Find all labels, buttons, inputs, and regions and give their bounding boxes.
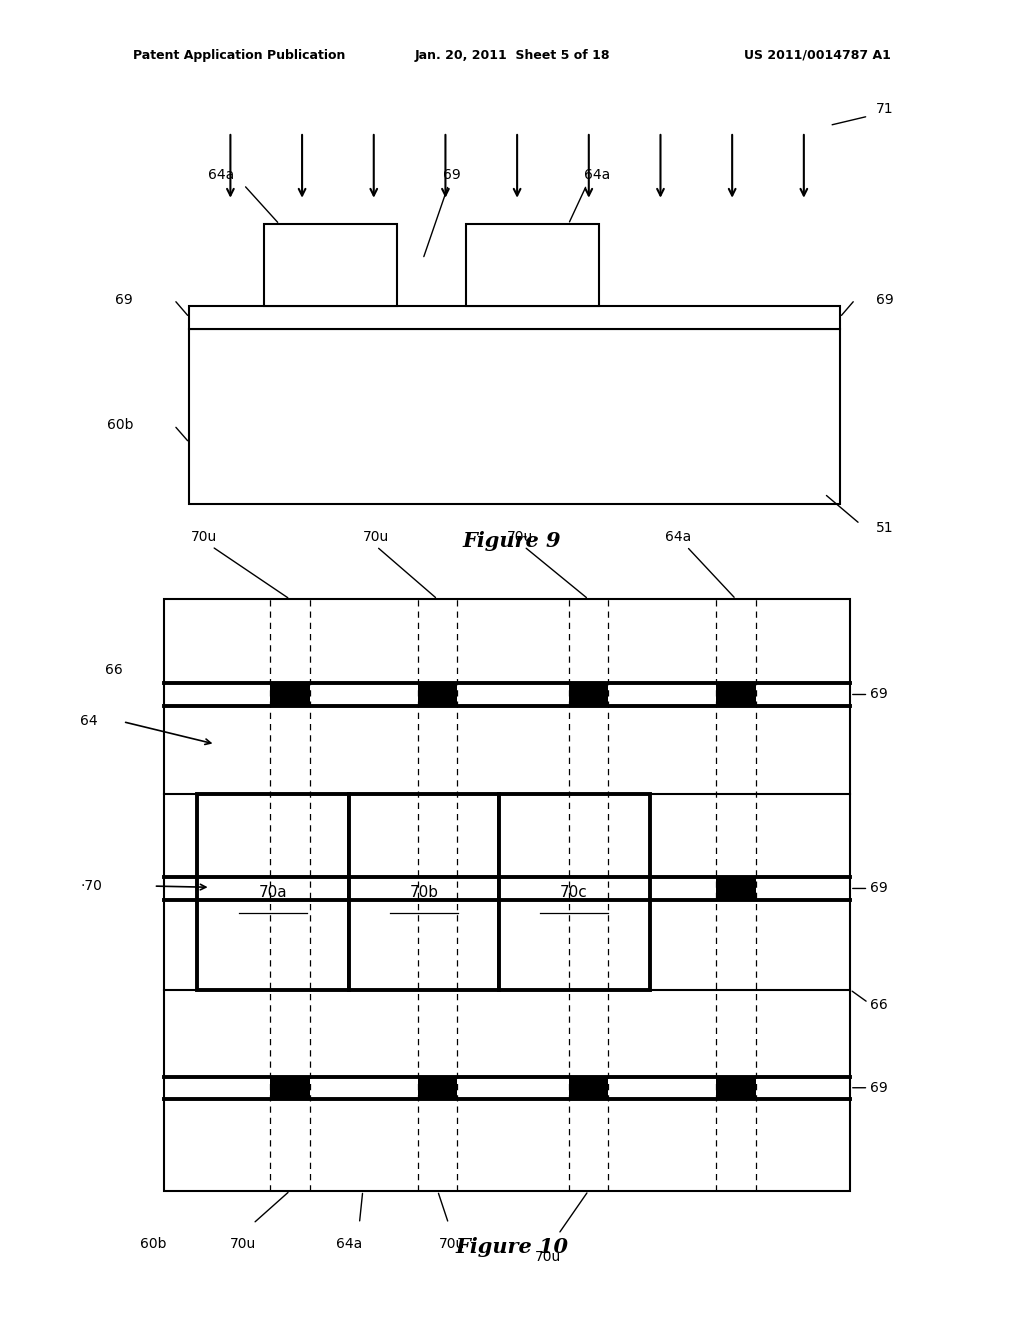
Text: 64a: 64a [208,168,234,182]
Text: 64a: 64a [336,1237,362,1251]
Text: 70b: 70b [410,884,438,899]
Text: 71: 71 [876,102,893,116]
Text: Figure 10: Figure 10 [456,1237,568,1258]
Text: 66: 66 [105,663,123,677]
Bar [270,878,310,900]
Bar [349,795,499,990]
Text: 70u: 70u [507,529,534,544]
Text: 69: 69 [870,1081,888,1094]
Bar [568,684,608,706]
Text: 64a: 64a [665,529,691,544]
Bar [716,1077,756,1100]
Text: Patent Application Publication: Patent Application Publication [133,49,345,62]
Text: 64a: 64a [584,168,610,182]
Text: 64: 64 [80,714,97,727]
Bar [568,878,608,900]
Bar [418,878,458,900]
Text: 70u: 70u [229,1237,256,1251]
Text: 70c: 70c [560,884,588,899]
Bar [716,684,756,706]
Bar [264,224,397,306]
Text: Figure 9: Figure 9 [463,531,561,552]
Text: 60b: 60b [106,418,133,432]
Text: Jan. 20, 2011  Sheet 5 of 18: Jan. 20, 2011 Sheet 5 of 18 [415,49,609,62]
Bar [197,795,349,990]
Bar [418,1077,458,1100]
Text: 69: 69 [870,882,888,895]
Bar [466,224,599,306]
Text: 69: 69 [870,688,888,701]
Bar [164,599,850,1191]
Text: 51: 51 [876,521,893,535]
Text: 69: 69 [443,168,461,182]
Bar [189,329,840,504]
Text: 66: 66 [870,998,888,1012]
Bar [499,795,649,990]
Text: 70u: 70u [362,529,389,544]
Bar [418,684,458,706]
Bar [270,684,310,706]
Text: 70a: 70a [259,884,288,899]
Bar [270,1077,310,1100]
Bar [189,306,840,329]
Text: 69: 69 [876,293,893,306]
Text: ·70: ·70 [81,879,102,894]
Text: 70u: 70u [191,529,217,544]
Text: 69: 69 [116,293,133,306]
Text: 70u: 70u [439,1237,465,1251]
Text: 70u: 70u [535,1250,561,1265]
Bar [716,878,756,900]
Bar [568,1077,608,1100]
Text: 60b: 60b [140,1237,167,1251]
Text: US 2011/0014787 A1: US 2011/0014787 A1 [744,49,891,62]
